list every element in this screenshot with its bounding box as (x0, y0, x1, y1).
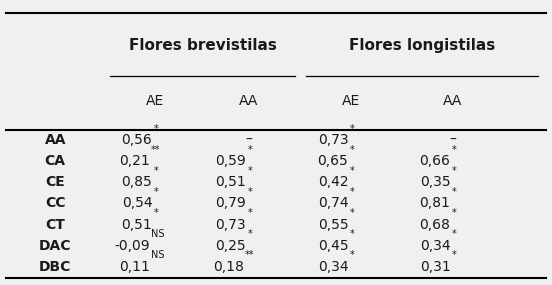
Text: *: * (452, 187, 457, 197)
Text: *: * (247, 208, 252, 218)
Text: AE: AE (145, 94, 164, 108)
Text: 0,18: 0,18 (213, 260, 244, 274)
Text: *: * (349, 250, 354, 260)
Text: 0,66: 0,66 (420, 154, 450, 168)
Text: NS: NS (151, 229, 164, 239)
Text: NS: NS (151, 250, 164, 260)
Text: **: ** (151, 145, 161, 155)
Text: 0,31: 0,31 (420, 260, 450, 274)
Text: *: * (452, 208, 457, 218)
Text: *: * (452, 166, 457, 176)
Text: *: * (153, 187, 158, 197)
Text: CT: CT (45, 217, 65, 232)
Text: -0,09: -0,09 (114, 239, 150, 253)
Text: *: * (349, 124, 354, 134)
Text: CE: CE (45, 175, 65, 190)
Text: *: * (349, 145, 354, 155)
Text: *: * (349, 166, 354, 176)
Text: 0,34: 0,34 (318, 260, 348, 274)
Text: *: * (452, 145, 457, 155)
Text: AA: AA (443, 94, 463, 108)
Text: CC: CC (45, 196, 66, 211)
Text: 0,55: 0,55 (318, 217, 348, 232)
Text: Flores brevistilas: Flores brevistilas (129, 38, 277, 53)
Text: 0,74: 0,74 (318, 196, 348, 211)
Text: 0,65: 0,65 (317, 154, 348, 168)
Text: AE: AE (341, 94, 360, 108)
Text: *: * (452, 250, 457, 260)
Text: 0,42: 0,42 (318, 175, 348, 190)
Text: *: * (247, 229, 252, 239)
Text: *: * (247, 166, 252, 176)
Text: *: * (452, 229, 457, 239)
Text: 0,68: 0,68 (420, 217, 450, 232)
Text: *: * (247, 187, 252, 197)
Text: 0,73: 0,73 (318, 133, 348, 147)
Text: DBC: DBC (39, 260, 71, 274)
Text: –: – (245, 133, 252, 147)
Text: AA: AA (45, 133, 66, 147)
Text: 0,25: 0,25 (216, 239, 246, 253)
Text: 0,54: 0,54 (122, 196, 152, 211)
Text: AA: AA (238, 94, 258, 108)
Text: DAC: DAC (39, 239, 71, 253)
Text: 0,81: 0,81 (420, 196, 450, 211)
Text: 0,11: 0,11 (119, 260, 150, 274)
Text: 0,51: 0,51 (121, 217, 152, 232)
Text: 0,21: 0,21 (119, 154, 150, 168)
Text: **: ** (245, 250, 254, 260)
Text: 0,73: 0,73 (216, 217, 246, 232)
Text: 0,56: 0,56 (121, 133, 152, 147)
Text: *: * (247, 145, 252, 155)
Text: 0,85: 0,85 (121, 175, 152, 190)
Text: *: * (349, 187, 354, 197)
Text: 0,35: 0,35 (420, 175, 450, 190)
Text: 0,51: 0,51 (215, 175, 246, 190)
Text: 0,34: 0,34 (420, 239, 450, 253)
Text: 0,79: 0,79 (215, 196, 246, 211)
Text: *: * (153, 166, 158, 176)
Text: *: * (153, 124, 158, 134)
Text: 0,45: 0,45 (318, 239, 348, 253)
Text: *: * (349, 229, 354, 239)
Text: *: * (153, 208, 158, 218)
Text: Flores longistilas: Flores longistilas (349, 38, 495, 53)
Text: *: * (349, 208, 354, 218)
Text: –: – (449, 133, 456, 147)
Text: CA: CA (45, 154, 66, 168)
Text: 0,59: 0,59 (215, 154, 246, 168)
